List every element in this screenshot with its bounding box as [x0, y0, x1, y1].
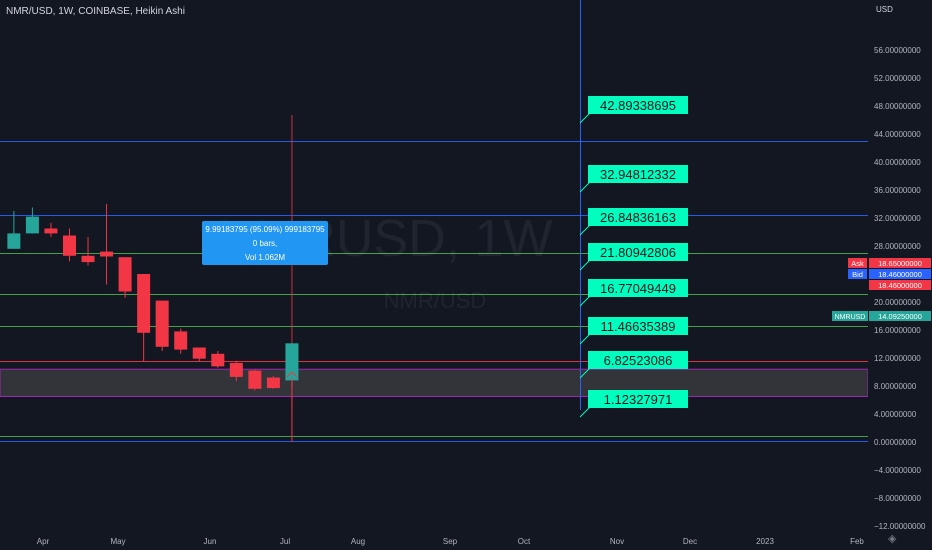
candle-body[interactable] — [7, 233, 21, 249]
time-axis-tick-label: Sep — [443, 537, 458, 546]
candle-body[interactable] — [137, 274, 151, 333]
price-axis-tick-label: 32.00000000 — [874, 214, 921, 223]
candle-body[interactable] — [155, 300, 169, 347]
candle-body[interactable] — [25, 216, 39, 234]
fib-level-label: 11.46635389 — [601, 319, 676, 334]
time-axis-tick-label: Aug — [351, 537, 365, 546]
fib-callout-pointer — [579, 367, 591, 379]
symbol-header: NMR/USD, 1W, COINBASE, Heikin Ashi — [6, 6, 185, 17]
fib-level-label: 32.94812332 — [600, 167, 676, 182]
fib-level-box[interactable] — [588, 279, 688, 297]
price-axis-tick-label: −8.00000000 — [874, 494, 921, 503]
price-axis-tick-label: 40.00000000 — [874, 158, 921, 167]
watermark-subtitle: NMR/USD — [384, 288, 487, 313]
candle-body[interactable] — [229, 362, 243, 377]
candle-body[interactable] — [248, 370, 262, 389]
candle-body[interactable] — [44, 228, 58, 234]
fib-level-label: 21.80942806 — [600, 245, 676, 260]
fib-level-box[interactable] — [588, 165, 688, 183]
time-axis-panel[interactable] — [0, 533, 868, 550]
measure-tooltip-text: 0 bars, — [253, 239, 277, 248]
price-axis-tick-label: −4.00000000 — [874, 466, 921, 475]
time-axis-tick-label: Dec — [683, 537, 697, 546]
fib-callout-pointer — [579, 112, 591, 124]
candle-body[interactable] — [81, 255, 95, 263]
time-axis-tick-label: May — [110, 537, 125, 546]
price-tag-value-bg — [869, 280, 931, 290]
fib-callout-pointer — [579, 224, 591, 236]
price-axis-tick-label: 56.00000000 — [874, 46, 921, 55]
price-axis-tick-label: 36.00000000 — [874, 186, 921, 195]
fib-level-label: 42.89338695 — [600, 98, 676, 113]
measure-tooltip-text: 9.99183795 (95.09%) 999183795 — [205, 225, 325, 234]
support-zone[interactable] — [0, 368, 869, 398]
measure-arrow-head — [286, 371, 298, 378]
candle-body[interactable] — [266, 377, 280, 389]
fib-level-box[interactable] — [588, 351, 688, 369]
price-tag-value: 18.46000000 — [878, 281, 922, 290]
time-axis-tick-label: Jun — [204, 537, 217, 546]
measure-tooltip — [202, 221, 328, 265]
price-axis-tick-label: 8.00000000 — [874, 382, 917, 391]
candle-body[interactable] — [211, 353, 225, 367]
price-tag-value: 18.46000000 — [878, 270, 922, 279]
candle-body[interactable] — [118, 257, 132, 292]
symbol-tag-bg — [832, 311, 868, 321]
candle-body[interactable] — [285, 343, 299, 381]
fib-level-label: 6.82523086 — [604, 353, 673, 368]
fib-level-label: 1.12327971 — [604, 392, 673, 407]
time-axis-tick-label: Jul — [280, 537, 290, 546]
price-tag-value: 18.65000000 — [878, 259, 922, 268]
price-axis-tick-label: 0.00000000 — [874, 438, 917, 447]
fib-level-label: 16.77049449 — [600, 281, 676, 296]
time-axis-tick-label: Apr — [37, 537, 50, 546]
price-tag-value-bg — [869, 258, 931, 268]
fib-level-box[interactable] — [588, 243, 688, 261]
price-axis-tick-label: 44.00000000 — [874, 130, 921, 139]
price-axis-tick-label: 48.00000000 — [874, 102, 921, 111]
price-tag-label-bg — [848, 269, 867, 279]
tradingview-logo-icon[interactable]: ◈ — [888, 532, 897, 545]
time-axis-tick-label: Nov — [610, 537, 624, 546]
candle-body[interactable] — [192, 347, 206, 359]
symbol-tag-value-bg — [869, 311, 931, 321]
price-axis-tick-label: −12.00000000 — [874, 522, 926, 531]
price-tag-label: Bid — [852, 270, 863, 279]
fib-callout-pointer — [579, 406, 591, 418]
price-axis-tick-label: 20.00000000 — [874, 298, 921, 307]
fib-level-box[interactable] — [588, 208, 688, 226]
price-tag-label: Ask — [851, 259, 864, 268]
fib-level-box[interactable] — [588, 96, 688, 114]
symbol-tag-label: NMRUSD — [835, 314, 866, 321]
symbol-tag-value: 14.09250000 — [878, 312, 922, 321]
measure-tooltip-text: Vol 1.062M — [245, 253, 285, 262]
fib-level-box[interactable] — [588, 317, 688, 335]
price-axis-tick-label: 16.00000000 — [874, 326, 921, 335]
price-tag-label-bg — [848, 258, 867, 268]
fib-level-box[interactable] — [588, 390, 688, 408]
fib-callout-pointer — [579, 333, 591, 345]
time-axis-tick-label: Oct — [518, 537, 531, 546]
fib-callout-pointer — [579, 295, 591, 307]
price-axis-tick-label: 12.00000000 — [874, 354, 921, 363]
fib-level-label: 26.84836163 — [600, 210, 676, 225]
price-axis-tick-label: 28.00000000 — [874, 242, 921, 251]
candle-body[interactable] — [62, 235, 76, 256]
price-tag-value-bg — [869, 269, 931, 279]
fib-callout-pointer — [579, 181, 591, 193]
price-axis-tick-label: 52.00000000 — [874, 74, 921, 83]
time-axis-tick-label: 2023 — [756, 537, 774, 546]
time-axis-tick-label: Feb — [850, 537, 864, 546]
price-axis-unit: USD — [876, 5, 893, 14]
candle-body[interactable] — [100, 251, 114, 257]
price-axis-tick-label: 4.00000000 — [874, 410, 917, 419]
fib-callout-pointer — [579, 259, 591, 271]
candle-body[interactable] — [174, 331, 188, 350]
